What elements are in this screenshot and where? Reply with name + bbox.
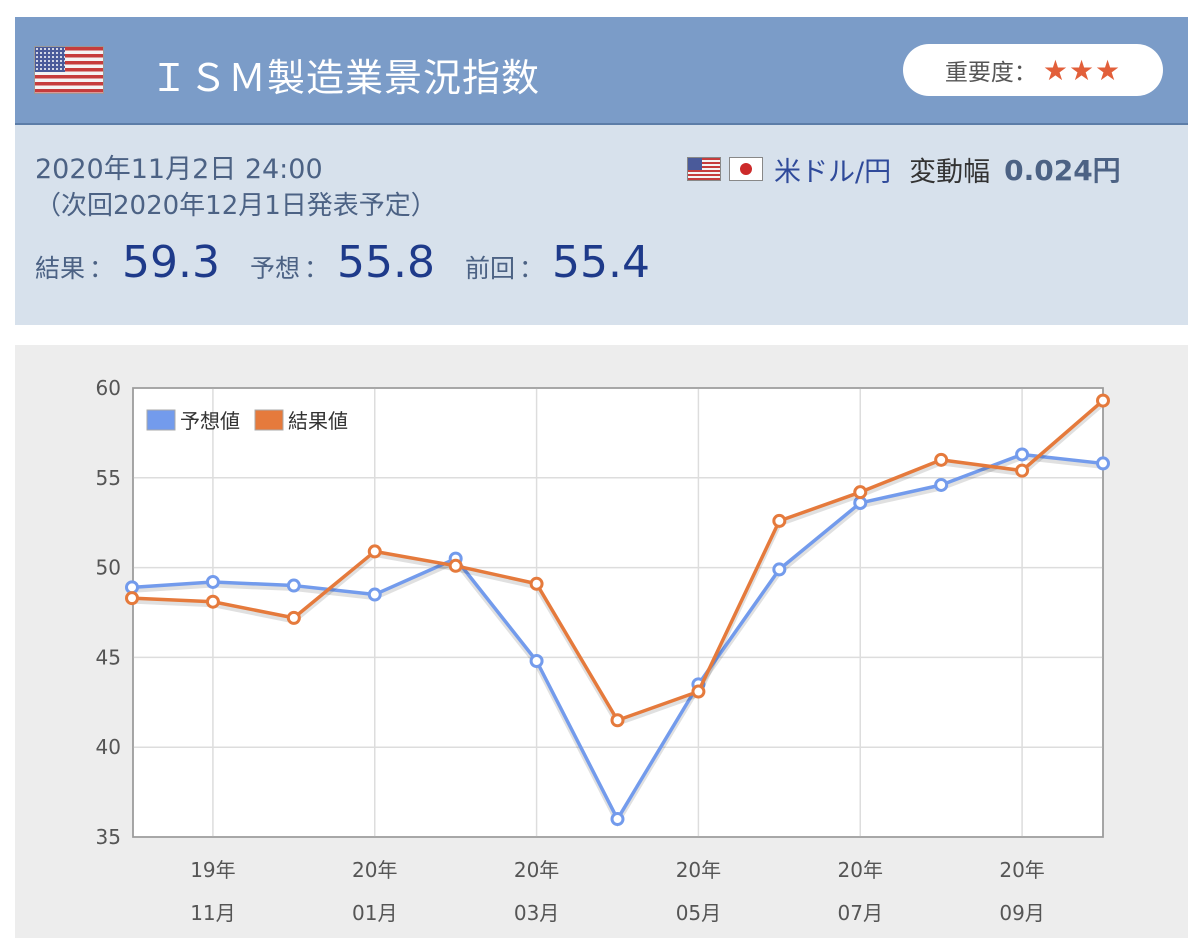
x-tick-year: 20年 <box>999 858 1044 882</box>
result-value: 59.3 <box>122 237 220 288</box>
data-point-2 <box>205 594 220 609</box>
jp-flag-icon <box>730 158 762 180</box>
data-point-2 <box>691 684 706 699</box>
plot-area <box>132 387 1104 838</box>
x-tick-year: 20年 <box>514 858 559 882</box>
x-tick-year: 20年 <box>838 858 883 882</box>
x-tick-year: 20年 <box>676 858 721 882</box>
x-tick-year: 19年 <box>190 858 235 882</box>
y-tick-label: 40 <box>96 735 121 759</box>
release-info-panel: 2020年11月2日 24:00 （次回2020年12月1日発表予定） 米ドル/… <box>15 125 1188 325</box>
y-tick-label: 60 <box>96 376 121 400</box>
data-point-1 <box>772 562 787 577</box>
y-tick-label: 35 <box>96 825 121 849</box>
legend-label: 結果値 <box>288 409 348 433</box>
data-point-2 <box>529 576 544 591</box>
x-tick-month: 07月 <box>838 901 883 925</box>
data-point-2 <box>367 544 382 559</box>
previous-label: 前回 <box>465 254 516 283</box>
data-point-1 <box>610 812 625 827</box>
next-release: （次回2020年12月1日発表予定） <box>35 191 437 221</box>
legend-swatch <box>254 409 284 431</box>
y-tick-label: 45 <box>96 645 121 669</box>
data-point-2 <box>286 610 301 625</box>
y-tick-label: 50 <box>96 556 121 580</box>
currency-pair: 米ドル/円 変動幅 0.024円 <box>688 149 1121 189</box>
x-tick-month: 09月 <box>999 901 1044 925</box>
data-point-1 <box>1015 447 1030 462</box>
result-label: 結果 <box>35 254 86 283</box>
line-chart: 35 40 45 50 55 60 19年 11月 20年 01月 20年 03月 20年 05月 20年 0… <box>96 376 1110 925</box>
data-point-1 <box>367 587 382 602</box>
previous-value: 55.4 <box>552 237 650 288</box>
data-point-1 <box>205 574 220 589</box>
previous-colon: ： <box>519 254 545 283</box>
plot-border <box>132 387 1104 838</box>
x-tick-month: 11月 <box>190 901 235 925</box>
chart-panel: 35 40 45 50 55 60 19年 11月 20年 01月 20年 03月 20年 05月 20年 0… <box>15 345 1188 938</box>
x-tick-month: 03月 <box>514 901 559 925</box>
range-label: 変動幅 <box>909 156 991 188</box>
data-point-1 <box>934 477 949 492</box>
x-tick-month: 01月 <box>352 901 397 925</box>
y-tick-label: 55 <box>96 466 121 490</box>
data-point-2 <box>125 591 139 606</box>
indicator-header: ＩＳＭ製造業景況指数 重要度： ★★★ <box>15 17 1188 125</box>
data-point-2 <box>772 513 787 528</box>
data-point-2 <box>1015 463 1030 478</box>
release-datetime: 2020年11月2日 24:00 <box>35 154 323 185</box>
data-point-1 <box>1096 456 1110 471</box>
result-colon: ： <box>89 254 115 283</box>
data-point-2 <box>448 558 463 573</box>
data-point-2 <box>610 713 625 728</box>
data-point-1 <box>529 653 544 668</box>
pair-link[interactable]: 米ドル/円 <box>774 156 892 188</box>
stats-row: 結果 ： 59.3 予想 ： 55.8 前回 ： 55.4 <box>35 237 680 288</box>
x-tick-month: 05月 <box>676 901 721 925</box>
forecast-value: 55.8 <box>337 237 435 288</box>
indicator-title: ＩＳＭ製造業景況指数 <box>150 56 541 100</box>
importance-label: 重要度： <box>944 60 1037 86</box>
importance-stars: ★★★ <box>1042 53 1122 87</box>
x-tick-year: 20年 <box>352 858 397 882</box>
legend-label: 予想値 <box>180 409 240 433</box>
data-point-2 <box>934 452 949 467</box>
data-point-1 <box>286 578 301 593</box>
range-value: 0.024円 <box>1004 154 1121 187</box>
forecast-label: 予想 <box>250 254 301 283</box>
forecast-colon: ： <box>304 254 330 283</box>
importance-badge: 重要度： ★★★ <box>903 44 1163 96</box>
data-point-2 <box>1096 393 1110 408</box>
data-point-2 <box>853 485 868 500</box>
us-flag-icon <box>35 47 103 93</box>
us-flag-icon <box>688 158 720 180</box>
legend-swatch <box>146 409 176 431</box>
